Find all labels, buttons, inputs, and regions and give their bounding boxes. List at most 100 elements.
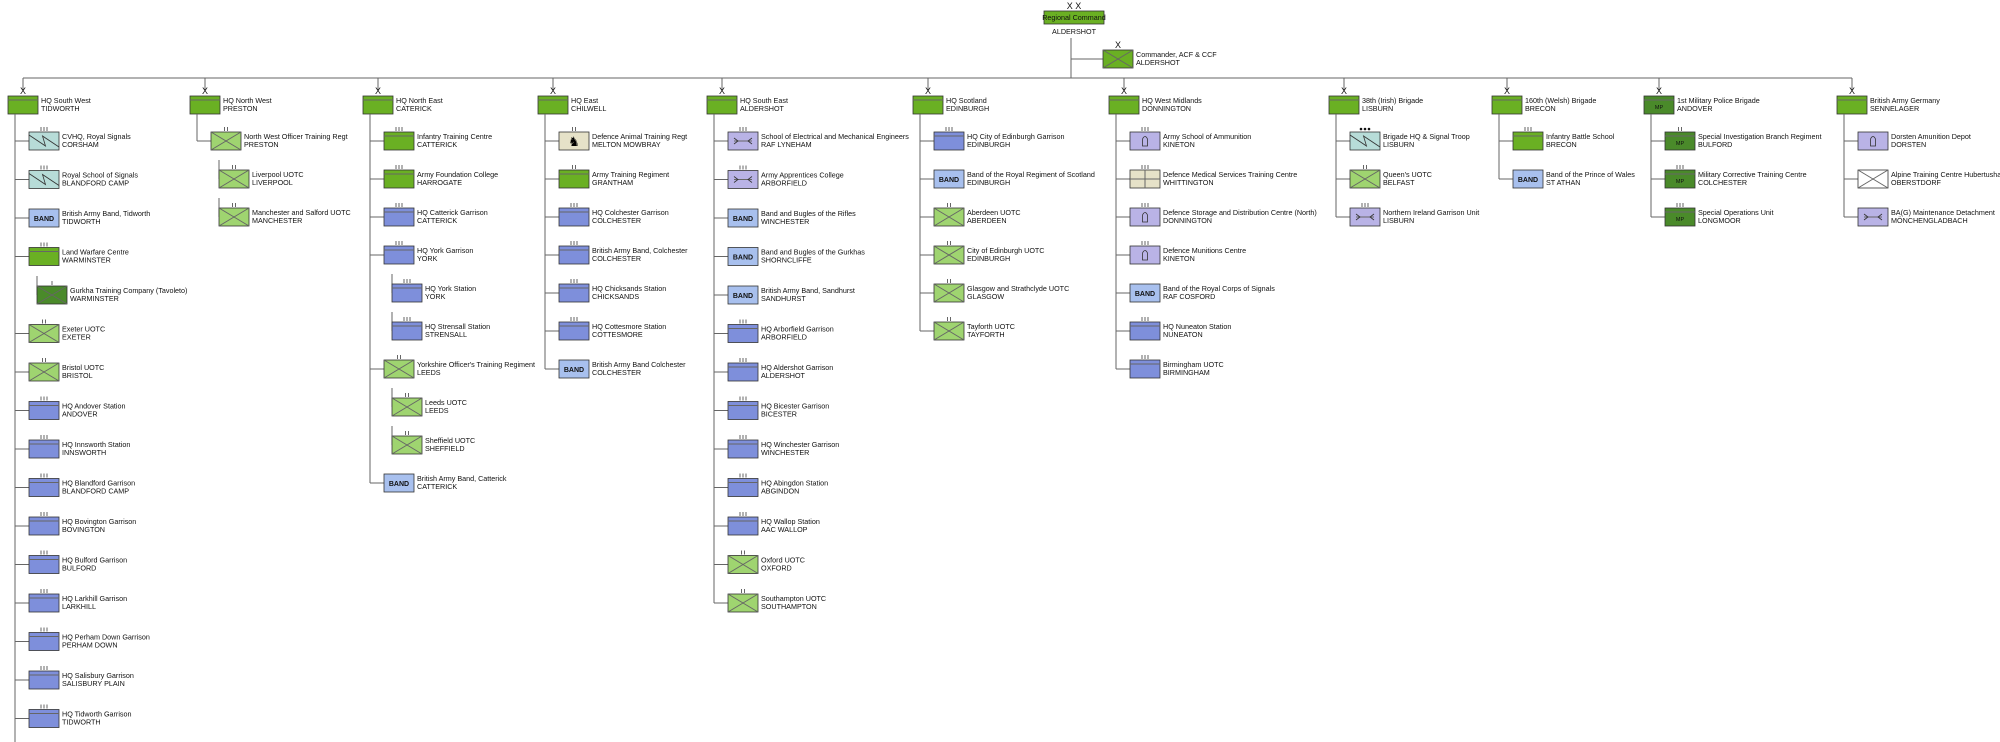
root-node[interactable]: X X Regional Command ALDERSHOT	[1042, 1, 1106, 36]
unit-node[interactable]: BAND Band of the Royal Regiment of Scotla…	[933, 169, 1095, 189]
unit-location: WINCHESTER	[761, 217, 809, 226]
unit-node[interactable]: BAND Band and Bugles of the RiflesWINCHES…	[727, 208, 856, 228]
horse-icon: ♞	[568, 134, 580, 149]
unit-node[interactable]: BAND Band and Bugles of the GurkhasSHORNC…	[727, 247, 865, 266]
ammunition-icon	[1142, 250, 1148, 261]
unit-location: CATTERICK	[417, 140, 457, 149]
unit-node[interactable]: Gurkha Training Company (Tavoleto)WARMIN…	[36, 281, 187, 305]
infantry-cross	[1102, 49, 1134, 69]
unit-node[interactable]: Yorkshire Officer's Training RegimentLEE…	[383, 355, 535, 379]
unit-node[interactable]: School of Electrical and Mechanical Engi…	[727, 127, 909, 151]
unit-location: TAYFORTH	[967, 330, 1005, 339]
unit-name: HQ South East	[740, 96, 788, 105]
unit-node[interactable]: BA(G) Maintenance DetachmentMÖNCHENGLADB…	[1857, 207, 1995, 227]
unit-name: Northern Ireland Garrison Unit	[1383, 208, 1479, 217]
unit-node[interactable]: BAND British Army Band, SandhurstSANDHURS…	[727, 285, 855, 305]
unit-node[interactable]: BAND British Army Band ColchesterCOLCHEST…	[558, 359, 686, 379]
unit-node[interactable]: Defence Storage and Distribution Centre …	[1129, 203, 1317, 227]
unit-location: EDINBURGH	[967, 178, 1010, 187]
unit-node[interactable]: MP Military Corrective Training CentreCOL…	[1664, 165, 1807, 189]
unit-frame	[727, 285, 759, 305]
unit-location: SALISBURY PLAIN	[62, 679, 125, 688]
unit-name: Tayforth UOTC	[967, 322, 1015, 331]
unit-location: RAF LYNEHAM	[761, 140, 812, 149]
unit-frame	[912, 95, 944, 115]
unit-node[interactable]: Defence Medical Services Training Centre…	[1129, 165, 1297, 189]
unit-node[interactable]: MP Special Investigation Branch RegimentB…	[1664, 127, 1821, 151]
unit-node[interactable]: BAND Band of the Royal Corps of SignalsRA…	[1129, 283, 1275, 303]
unit-node[interactable]: Alpine Training Centre HubertushausOBERS…	[1857, 169, 2000, 189]
unit-node[interactable]: BAND British Army Band, CatterickCATTERIC…	[383, 473, 507, 493]
